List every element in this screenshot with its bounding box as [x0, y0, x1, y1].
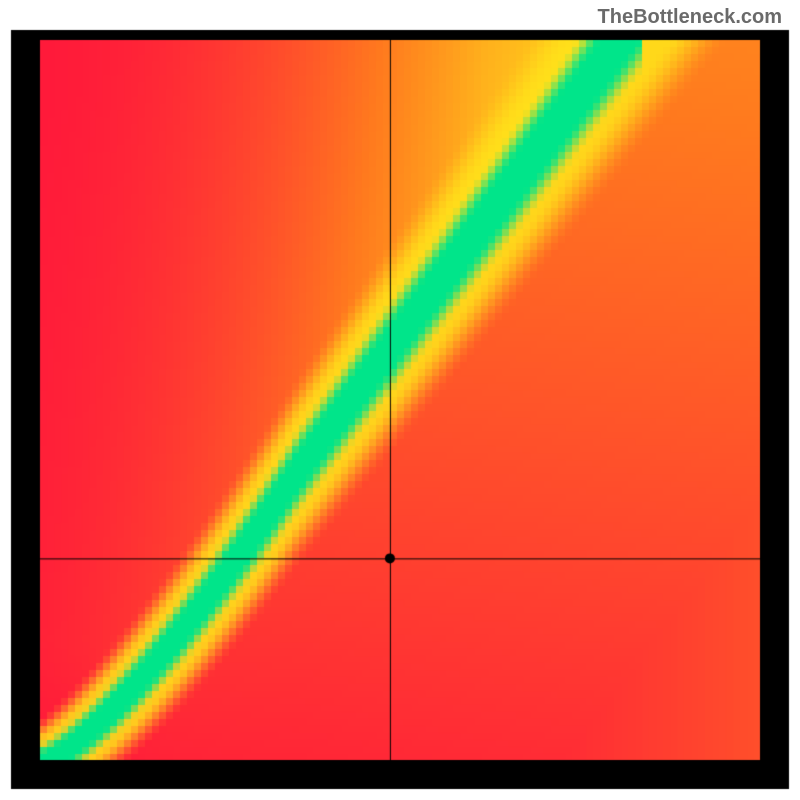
attribution-label: TheBottleneck.com — [598, 6, 782, 29]
heatmap-canvas — [0, 0, 800, 800]
chart-container: TheBottleneck.com — [0, 0, 800, 800]
